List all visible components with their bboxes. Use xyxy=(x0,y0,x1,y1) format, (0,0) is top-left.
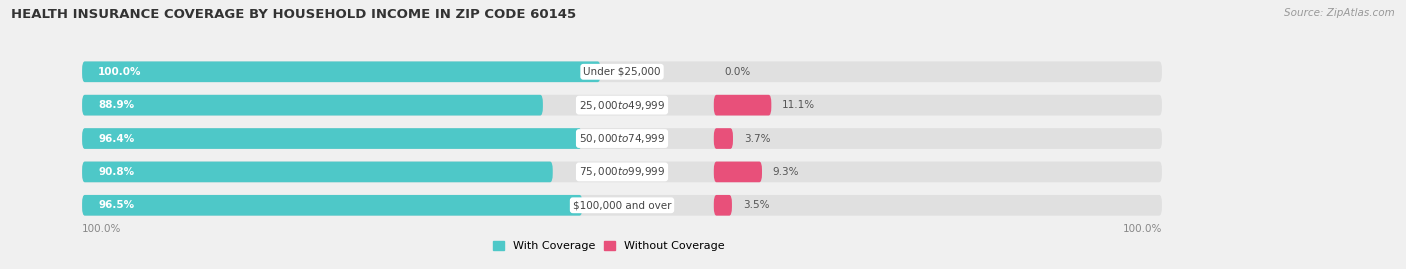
FancyBboxPatch shape xyxy=(82,95,1161,115)
FancyBboxPatch shape xyxy=(82,195,582,216)
FancyBboxPatch shape xyxy=(82,195,1161,216)
FancyBboxPatch shape xyxy=(82,162,1161,182)
Text: 100.0%: 100.0% xyxy=(98,67,142,77)
Text: 96.4%: 96.4% xyxy=(98,133,135,144)
Text: 88.9%: 88.9% xyxy=(98,100,135,110)
Text: Under $25,000: Under $25,000 xyxy=(583,67,661,77)
Text: 90.8%: 90.8% xyxy=(98,167,135,177)
FancyBboxPatch shape xyxy=(714,162,762,182)
Text: 9.3%: 9.3% xyxy=(773,167,799,177)
Text: 96.5%: 96.5% xyxy=(98,200,135,210)
Text: $100,000 and over: $100,000 and over xyxy=(572,200,671,210)
Text: $75,000 to $99,999: $75,000 to $99,999 xyxy=(579,165,665,178)
FancyBboxPatch shape xyxy=(82,61,1161,82)
FancyBboxPatch shape xyxy=(714,195,733,216)
FancyBboxPatch shape xyxy=(82,128,1161,149)
FancyBboxPatch shape xyxy=(82,128,582,149)
Text: 3.7%: 3.7% xyxy=(744,133,770,144)
FancyBboxPatch shape xyxy=(82,95,543,115)
FancyBboxPatch shape xyxy=(714,95,772,115)
Text: 3.5%: 3.5% xyxy=(742,200,769,210)
Text: 0.0%: 0.0% xyxy=(724,67,751,77)
Text: 100.0%: 100.0% xyxy=(82,224,121,234)
Text: HEALTH INSURANCE COVERAGE BY HOUSEHOLD INCOME IN ZIP CODE 60145: HEALTH INSURANCE COVERAGE BY HOUSEHOLD I… xyxy=(11,8,576,21)
Text: 11.1%: 11.1% xyxy=(782,100,815,110)
FancyBboxPatch shape xyxy=(82,162,553,182)
Text: Source: ZipAtlas.com: Source: ZipAtlas.com xyxy=(1284,8,1395,18)
Text: 100.0%: 100.0% xyxy=(1122,224,1161,234)
Text: $25,000 to $49,999: $25,000 to $49,999 xyxy=(579,99,665,112)
FancyBboxPatch shape xyxy=(714,128,733,149)
Text: $50,000 to $74,999: $50,000 to $74,999 xyxy=(579,132,665,145)
FancyBboxPatch shape xyxy=(82,61,600,82)
Legend: With Coverage, Without Coverage: With Coverage, Without Coverage xyxy=(488,236,728,256)
